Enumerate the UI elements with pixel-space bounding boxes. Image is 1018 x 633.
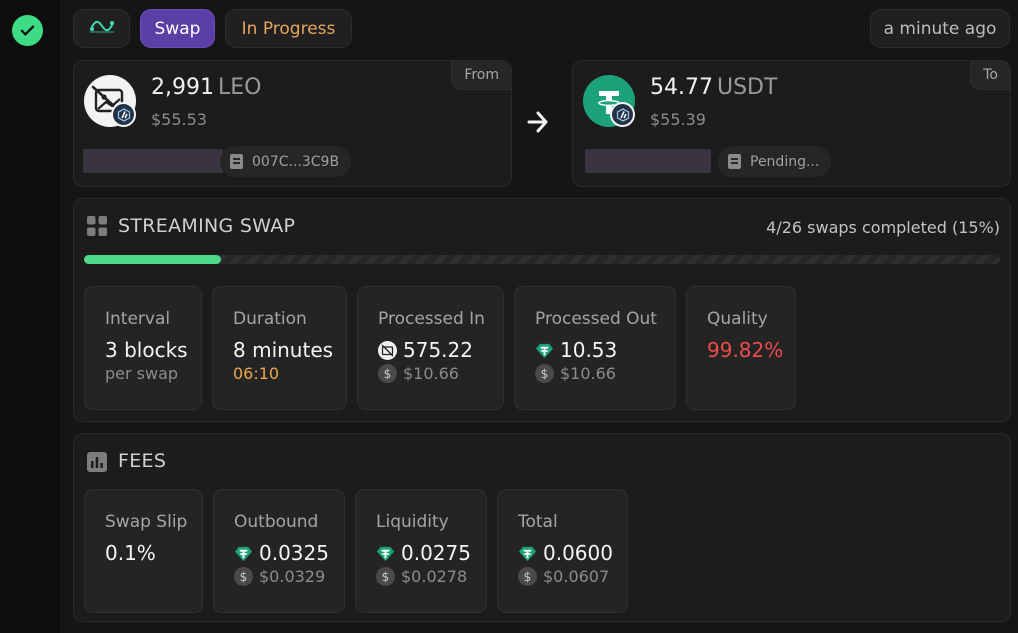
to-amount: 54.77 USDT: [650, 75, 777, 100]
processed-out-label: Processed Out: [535, 309, 657, 329]
liquidity-amount: 0.0275: [376, 541, 471, 565]
to-usd-value: $55.39: [650, 110, 706, 129]
dollar-icon: $: [535, 364, 554, 383]
quality-stat: Quality 99.82%: [686, 286, 796, 410]
processed-in-amount: 575.22: [378, 338, 473, 362]
total-amount: 0.0600: [518, 541, 613, 565]
processed-in-value: 575.22: [403, 338, 473, 362]
timestamp-badge: a minute ago: [870, 9, 1010, 48]
duration-countdown: 06:10: [233, 364, 280, 383]
processed-out-usd: $10.66: [560, 364, 616, 383]
quality-value: 99.82%: [707, 338, 784, 362]
from-symbol: LEO: [217, 75, 262, 100]
arbitrum-icon: [111, 102, 136, 127]
bar-chart-icon: [87, 452, 107, 476]
duration-stat: Duration 8 minutes 06:10: [212, 286, 347, 410]
arrow-right-icon: [526, 107, 550, 141]
outbound-label: Outbound: [234, 512, 319, 532]
total-usd: $0.0607: [543, 567, 610, 586]
from-card: From 2,991 LEO $55.53 007C...3C9B: [73, 60, 512, 187]
outbound-value: 0.0325: [259, 541, 329, 565]
swap-slip-stat: Swap Slip 0.1%: [84, 489, 203, 613]
from-tag: From: [451, 61, 511, 90]
interval-value: 3 blocks: [105, 338, 188, 362]
grid-icon: [87, 216, 107, 240]
arbitrum-icon: [610, 102, 635, 127]
document-icon: [230, 154, 243, 169]
redacted-sender-label: [83, 149, 223, 173]
check-circle-icon: [12, 15, 43, 46]
processed-out-value: 10.53: [560, 338, 618, 362]
outbound-usd-row: $ $0.0329: [234, 567, 325, 586]
duration-label: Duration: [233, 309, 307, 329]
from-address: 007C...3C9B: [252, 153, 340, 170]
liquidity-usd-row: $ $0.0278: [376, 567, 467, 586]
route-icon: [89, 18, 115, 39]
streaming-swap-panel: STREAMING SWAP 4/26 swaps completed (15%…: [73, 198, 1011, 422]
document-icon: [728, 154, 741, 169]
liquidity-fee-stat: Liquidity 0.0275 $ $0.0278: [355, 489, 487, 613]
outbound-usd: $0.0329: [259, 567, 326, 586]
dollar-icon: $: [376, 567, 395, 586]
to-amount-value: 54.77: [650, 75, 713, 100]
from-usd-value: $55.53: [151, 110, 207, 129]
interval-label: Interval: [105, 309, 171, 329]
left-rail: [0, 0, 62, 633]
total-label: Total: [518, 512, 558, 532]
processed-in-usd-row: $ $10.66: [378, 364, 459, 383]
status-badge: In Progress: [225, 9, 352, 48]
swap-slip-label: Swap Slip: [105, 512, 188, 532]
processed-out-amount: 10.53: [535, 338, 617, 362]
processed-out-stat: Processed Out 10.53 $ $10.66: [514, 286, 676, 410]
liquidity-label: Liquidity: [376, 512, 449, 532]
tether-icon: [518, 546, 537, 561]
outbound-amount: 0.0325: [234, 541, 329, 565]
fees-title: FEES: [118, 450, 167, 472]
dollar-icon: $: [378, 364, 397, 383]
broken-image-icon: [378, 340, 397, 360]
outbound-fee-stat: Outbound 0.0325 $ $0.0329: [213, 489, 345, 613]
interval-sub: per swap: [105, 364, 179, 383]
dollar-icon: $: [518, 567, 537, 586]
redacted-recipient-label: [585, 149, 711, 173]
to-symbol: USDT: [716, 75, 778, 100]
interval-stat: Interval 3 blocks per swap: [84, 286, 202, 410]
transaction-detail: Swap In Progress a minute ago From 2,991…: [63, 0, 1018, 633]
to-tag: To: [970, 61, 1010, 90]
total-usd-row: $ $0.0607: [518, 567, 609, 586]
from-amount-value: 2,991: [151, 75, 214, 100]
tether-icon: [535, 343, 554, 358]
to-address: Pending...: [750, 153, 820, 170]
route-button[interactable]: [73, 9, 130, 48]
liquidity-usd: $0.0278: [401, 567, 468, 586]
processed-out-usd-row: $ $10.66: [535, 364, 616, 383]
from-amount: 2,991 LEO: [151, 75, 261, 100]
streaming-swap-title: STREAMING SWAP: [118, 215, 296, 237]
processed-in-stat: Processed In 575.22 $ $10.66: [357, 286, 504, 410]
swap-type-badge[interactable]: Swap: [140, 9, 215, 48]
swap-slip-value: 0.1%: [105, 541, 156, 565]
to-card: To 54.77 USDT $55.39 Pending...: [572, 60, 1011, 187]
total-value: 0.0600: [543, 541, 613, 565]
fees-panel: FEES Swap Slip 0.1% Outbound 0.0325 $ $0…: [73, 433, 1011, 622]
swap-progress-bar: [84, 255, 1000, 264]
tether-icon: [234, 546, 253, 561]
swaps-completed-text: 4/26 swaps completed (15%): [766, 218, 1000, 237]
to-address-chip[interactable]: Pending...: [718, 146, 832, 177]
processed-in-usd: $10.66: [403, 364, 459, 383]
total-fee-stat: Total 0.0600 $ $0.0607: [497, 489, 628, 613]
liquidity-value: 0.0275: [401, 541, 471, 565]
tether-icon: [376, 546, 395, 561]
dollar-icon: $: [234, 567, 253, 586]
processed-in-label: Processed In: [378, 309, 485, 329]
from-address-chip[interactable]: 007C...3C9B: [220, 146, 352, 177]
duration-value: 8 minutes: [233, 338, 334, 362]
swap-progress-fill: [84, 255, 222, 264]
quality-label: Quality: [707, 309, 768, 329]
